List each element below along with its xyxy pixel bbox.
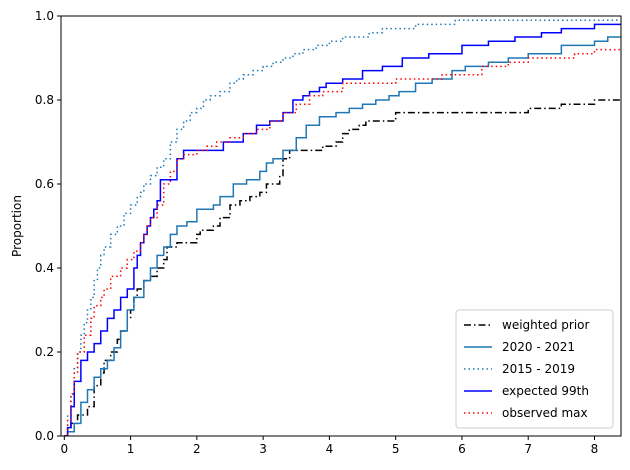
series-layer — [64, 19, 621, 436]
legend-label: 2020 - 2021 — [502, 340, 575, 354]
legend-label: weighted prior — [502, 318, 590, 332]
y-tick-label: 0.8 — [35, 93, 54, 107]
x-tick-label: 2 — [193, 442, 201, 456]
series-line-5 — [64, 48, 621, 436]
x-tick-label: 8 — [591, 442, 599, 456]
legend-label: expected 99th — [502, 384, 589, 398]
y-axis: 0.0 0.2 0.4 0.6 0.8 1.0 — [35, 9, 61, 443]
y-tick-label: 0.2 — [35, 345, 54, 359]
x-axis: 0 1 2 3 4 5 6 7 8 — [60, 436, 598, 456]
y-tick-label: 0.6 — [35, 177, 54, 191]
legend-label: 2015 - 2019 — [502, 362, 575, 376]
y-axis-label: Proportion — [10, 195, 24, 257]
x-tick-label: 3 — [259, 442, 267, 456]
plot-frame — [60, 15, 622, 437]
x-tick-label: 5 — [392, 442, 400, 456]
legend: weighted prior 2020 - 2021 2015 - 2019 expe… — [455, 309, 614, 429]
x-tick-label: 0 — [60, 442, 68, 456]
y-tick-label: 0.0 — [35, 429, 54, 443]
x-tick-label: 6 — [458, 442, 466, 456]
legend-label: observed max — [502, 406, 588, 420]
x-tick-label: 4 — [326, 442, 334, 456]
x-tick-label: 7 — [524, 442, 532, 456]
series-line-3 — [64, 19, 621, 436]
y-tick-label: 1.0 — [35, 9, 54, 23]
y-tick-label: 0.4 — [35, 261, 54, 275]
x-tick-label: 1 — [127, 442, 135, 456]
series-line-2 — [64, 36, 621, 436]
series-line-4 — [64, 23, 621, 436]
legend-box — [455, 309, 614, 429]
